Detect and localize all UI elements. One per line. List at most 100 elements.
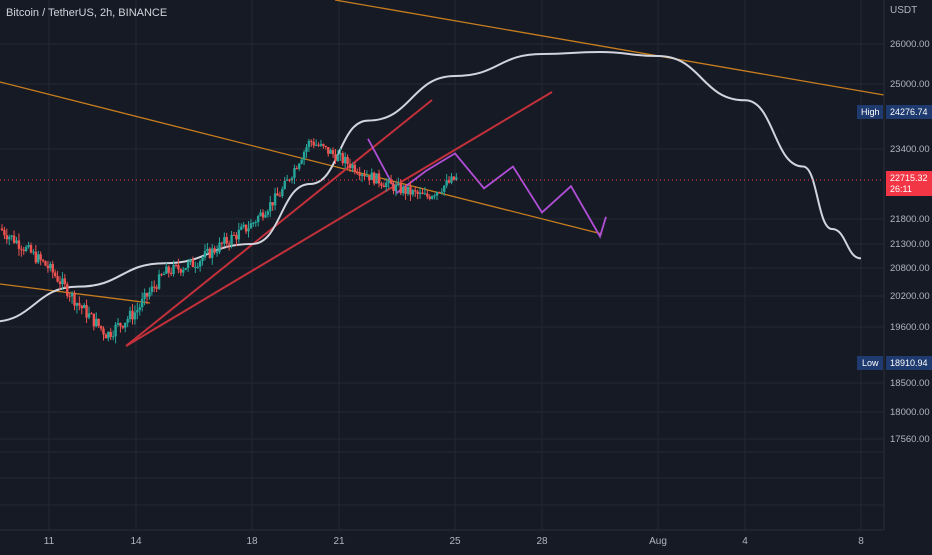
candle	[281, 186, 284, 199]
candle	[452, 176, 456, 181]
price-axis[interactable]: 26000.00 25000.00 23400.00 21800.00 21300.00…	[890, 39, 930, 445]
candle	[440, 187, 444, 195]
candle	[397, 177, 400, 187]
candle-body	[447, 180, 451, 183]
candle	[85, 299, 88, 323]
candle	[203, 244, 207, 261]
high-value: 24276.74	[890, 107, 928, 117]
candle-body	[155, 287, 158, 289]
candle-body	[266, 211, 270, 215]
candle	[177, 258, 180, 274]
candle	[406, 186, 410, 196]
candle	[450, 173, 453, 185]
candle-body	[319, 144, 323, 146]
candle-body	[121, 325, 125, 328]
time-axis[interactable]: 11 14 18 21 25 28 Aug 4 8	[44, 536, 864, 547]
candle	[230, 230, 233, 249]
candle	[329, 148, 332, 154]
candle-body	[443, 185, 446, 192]
candle-body	[343, 156, 347, 164]
candles	[0, 138, 458, 344]
candle-body	[310, 140, 313, 142]
candle	[343, 152, 347, 169]
candle	[423, 187, 427, 195]
candle	[256, 214, 260, 227]
candle-body	[46, 265, 50, 269]
candle-body	[194, 266, 197, 268]
candle	[293, 164, 296, 185]
candle	[220, 241, 224, 249]
candle	[266, 209, 270, 218]
candle-body	[281, 188, 284, 197]
candle	[401, 184, 405, 196]
candle-body	[15, 240, 18, 243]
low-value: 18910.94	[890, 358, 928, 368]
candle-body	[215, 252, 219, 254]
candle	[104, 333, 108, 339]
candle-body	[160, 274, 163, 276]
candle-body	[82, 305, 86, 309]
candle	[285, 174, 289, 181]
candle	[363, 169, 366, 181]
candle	[208, 247, 212, 259]
candle	[75, 302, 79, 314]
candle-body	[339, 153, 342, 155]
candle	[12, 230, 16, 245]
y-tick-label: 21800.00	[890, 214, 930, 225]
candle	[184, 267, 187, 271]
x-tick-label: Aug	[649, 536, 667, 547]
candle	[29, 242, 33, 254]
candle-body	[179, 269, 183, 273]
candle	[140, 292, 144, 312]
candle	[10, 234, 13, 241]
candle	[240, 223, 243, 231]
candle-body	[276, 193, 279, 196]
candle-body	[116, 323, 120, 325]
candle-body	[273, 193, 277, 206]
candle-body	[314, 144, 318, 146]
candle-body	[191, 259, 195, 268]
candle-body	[351, 164, 354, 169]
x-tick-label: 8	[858, 536, 864, 547]
candle-body	[75, 303, 79, 306]
candle-body	[162, 273, 166, 276]
candle-body	[288, 179, 291, 181]
candle-body	[450, 176, 453, 183]
candle	[223, 232, 226, 247]
candle-body	[389, 179, 393, 184]
candle-body	[329, 150, 332, 154]
candle-body	[360, 174, 364, 176]
candle	[271, 202, 274, 211]
candle-body	[97, 318, 100, 326]
candle	[418, 187, 422, 199]
candle	[380, 181, 383, 189]
candle-body	[455, 177, 458, 180]
candle	[276, 187, 279, 196]
candle	[300, 157, 303, 165]
high-tag	[857, 105, 883, 119]
candle	[433, 193, 436, 200]
candle	[126, 316, 129, 327]
candle-body	[109, 331, 112, 337]
candle-body	[44, 261, 47, 266]
x-tick-label: 28	[536, 536, 548, 547]
candle-body	[22, 249, 25, 251]
candle	[307, 138, 311, 152]
candle	[78, 296, 81, 311]
candle-body	[346, 156, 349, 164]
rising-wedge-upper	[125, 99, 433, 347]
candle-body	[87, 313, 91, 318]
candle	[225, 232, 228, 248]
candle-body	[232, 234, 236, 236]
moving-average-curve	[0, 50, 862, 323]
candle-body	[418, 192, 422, 194]
candle-body	[242, 224, 245, 227]
candle-body	[414, 190, 417, 192]
candle-body	[353, 164, 357, 172]
candle	[351, 162, 354, 173]
candle-body	[95, 318, 98, 327]
candle	[430, 195, 434, 200]
candle-body	[128, 310, 132, 319]
candle-body	[119, 323, 122, 326]
